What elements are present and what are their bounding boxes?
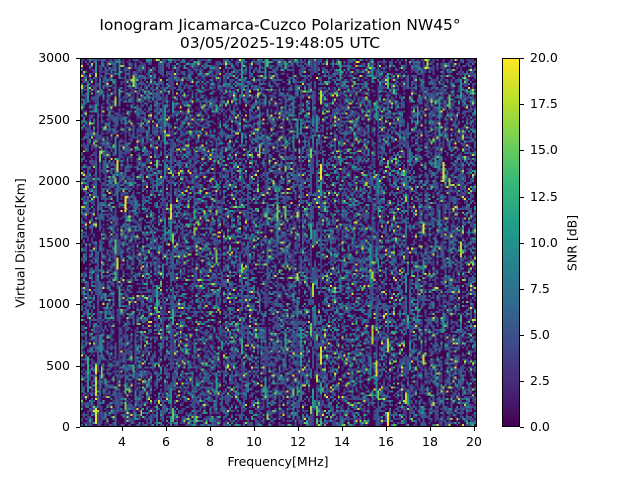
colorbar-tick-label: 15.0	[530, 142, 558, 157]
colorbar-tick-mark	[520, 289, 524, 290]
y-tick-label: 3000	[38, 50, 70, 65]
x-tick-mark	[342, 427, 343, 431]
x-tick-mark	[386, 427, 387, 431]
x-tick-mark	[210, 427, 211, 431]
colorbar-tick-mark	[520, 150, 524, 151]
y-tick-label: 2000	[38, 173, 70, 188]
colorbar-tick-label: 10.0	[530, 235, 558, 250]
y-axis-label: Virtual Distance[Km]	[12, 178, 28, 308]
y-tick-label: 500	[46, 358, 70, 373]
colorbar-label: SNR [dB]	[564, 214, 580, 272]
x-tick-label: 10	[246, 434, 262, 449]
chart-title-line1: Ionogram Jicamarca-Cuzco Polarization NW…	[99, 16, 461, 34]
colorbar-tick-label: 5.0	[530, 327, 550, 342]
x-tick-label: 6	[162, 434, 170, 449]
colorbar-tick-label: 2.5	[530, 373, 550, 388]
y-tick-label: 0	[62, 419, 70, 434]
y-tick-mark	[76, 120, 80, 121]
y-tick-mark	[76, 181, 80, 182]
colorbar-tick-mark	[520, 58, 524, 59]
y-tick-label: 1500	[38, 235, 70, 250]
y-tick-label: 1000	[38, 296, 70, 311]
ionogram-heatmap	[81, 59, 476, 426]
y-tick-mark	[76, 366, 80, 367]
heatmap-plot-area	[80, 58, 477, 427]
colorbar-tick-label: 12.5	[530, 189, 558, 204]
colorbar-tick-mark	[520, 335, 524, 336]
x-tick-label: 8	[206, 434, 214, 449]
colorbar-tick-mark	[520, 104, 524, 105]
x-tick-label: 4	[118, 434, 126, 449]
x-tick-mark	[122, 427, 123, 431]
colorbar-tick-mark	[520, 243, 524, 244]
y-tick-mark	[76, 58, 80, 59]
x-tick-mark	[298, 427, 299, 431]
colorbar	[502, 58, 520, 427]
x-tick-mark	[474, 427, 475, 431]
chart-title-line2: 03/05/2025-19:48:05 UTC	[179, 34, 381, 52]
y-tick-mark	[76, 243, 80, 244]
x-tick-label: 16	[378, 434, 394, 449]
colorbar-tick-label: 7.5	[530, 281, 550, 296]
colorbar-tick-mark	[520, 427, 524, 428]
y-tick-mark	[76, 304, 80, 305]
x-tick-label: 14	[334, 434, 350, 449]
colorbar-tick-label: 20.0	[530, 50, 558, 65]
colorbar-tick-label: 17.5	[530, 96, 558, 111]
x-tick-mark	[430, 427, 431, 431]
x-tick-mark	[166, 427, 167, 431]
colorbar-tick-label: 0.0	[530, 419, 550, 434]
x-axis-label: Frequency[MHz]	[227, 454, 329, 469]
x-tick-label: 18	[422, 434, 438, 449]
y-tick-label: 2500	[38, 112, 70, 127]
colorbar-tick-mark	[520, 197, 524, 198]
chart-title: Ionogram Jicamarca-Cuzco Polarization NW…	[0, 16, 560, 52]
x-tick-label: 20	[466, 434, 482, 449]
x-tick-mark	[254, 427, 255, 431]
x-tick-label: 12	[290, 434, 306, 449]
colorbar-tick-mark	[520, 381, 524, 382]
y-tick-mark	[76, 427, 80, 428]
